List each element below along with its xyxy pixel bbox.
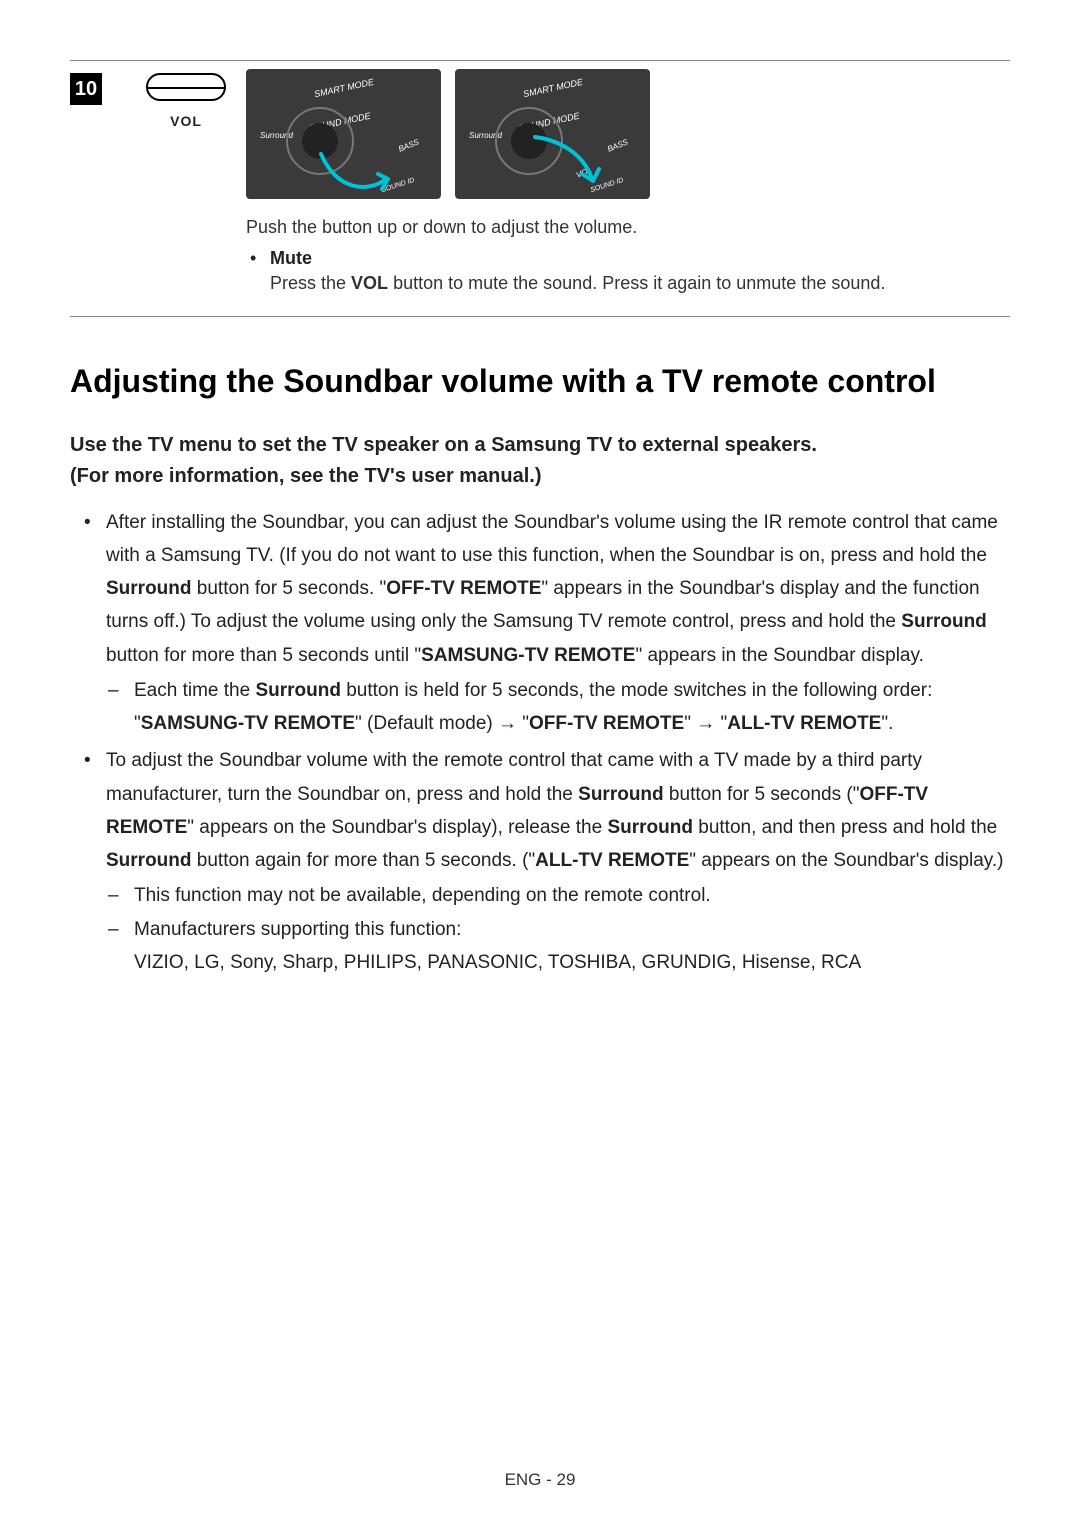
vol-column: VOL [126, 69, 246, 129]
mute-instruction: Press the VOL button to mute the sound. … [246, 269, 1010, 298]
main-list: After installing the Soundbar, you can a… [70, 506, 1010, 980]
page-footer: ENG - 29 [0, 1470, 1080, 1490]
row-10: 10 VOL SMART MODE SOUND MODE Surround BA… [70, 69, 1010, 317]
b1-seg: After installing the Soundbar, you can a… [106, 512, 998, 566]
bullet-2: To adjust the Soundbar volume with the r… [106, 744, 1010, 979]
bullet-2-sublist: This function may not be available, depe… [106, 879, 1010, 979]
bullet-2-sub-2: Manufacturers supporting this function: … [134, 913, 1010, 980]
arrow-down-icon [527, 129, 607, 194]
top-rule [70, 60, 1010, 61]
s1-off: OFF-TV REMOTE [529, 713, 684, 734]
remote-image-down: SMART MODE SOUND MODE Surround BASS VOL … [455, 69, 650, 199]
b2-seg: " appears on the Soundbar's display), re… [187, 817, 607, 838]
s1-seg: ". [881, 713, 893, 734]
b1-surround: Surround [106, 578, 192, 599]
subheading: Use the TV menu to set the TV speaker on… [70, 430, 1010, 492]
b1-surround: Surround [901, 611, 987, 632]
label-smart-mode: SMART MODE [522, 77, 584, 99]
b2-surround: Surround [578, 784, 664, 805]
s1-seg: " [517, 713, 529, 734]
b2-seg: " appears on the Soundbar's display.) [689, 850, 1003, 871]
step-badge-10: 10 [70, 73, 102, 105]
b2-seg: button again for more than 5 seconds. (" [192, 850, 536, 871]
section-title: Adjusting the Soundbar volume with a TV … [70, 363, 1010, 400]
s1-surround: Surround [255, 680, 341, 701]
label-smart-mode: SMART MODE [313, 77, 375, 99]
b2-surround: Surround [607, 817, 693, 838]
vol-label: VOL [126, 113, 246, 129]
s1-seg: Each time the [134, 680, 255, 701]
b1-samsung-tv: SAMSUNG-TV REMOTE [421, 645, 635, 666]
mute-text-vol-bold: VOL [351, 273, 388, 293]
arrow-icon: → [696, 713, 715, 734]
mute-bullet: Mute [246, 248, 1010, 269]
remote-images: SMART MODE SOUND MODE Surround BASS SOUN… [246, 69, 1010, 199]
s1-seg: " [715, 713, 727, 734]
b1-seg: button for 5 seconds. " [192, 578, 387, 599]
s2-line1: Manufacturers supporting this function: [134, 919, 461, 940]
bullet-1-sub-1: Each time the Surround button is held fo… [134, 674, 1010, 741]
label-bass: BASS [397, 137, 420, 153]
b2-all: ALL-TV REMOTE [535, 850, 689, 871]
mute-label: Mute [270, 248, 312, 268]
arrow-up-icon [316, 149, 396, 199]
remote-image-up: SMART MODE SOUND MODE Surround BASS SOUN… [246, 69, 441, 199]
s2-line2: VIZIO, LG, Sony, Sharp, PHILIPS, PANASON… [134, 952, 861, 973]
s1-quote: " [684, 713, 696, 734]
mute-text-post: button to mute the sound. Press it again… [388, 273, 885, 293]
b1-off-tv: OFF-TV REMOTE [386, 578, 541, 599]
vol-button-icon [146, 73, 226, 101]
push-instruction: Push the button up or down to adjust the… [246, 213, 1010, 242]
subhead-line-1: Use the TV menu to set the TV speaker on… [70, 434, 817, 456]
b2-seg: button, and then press and hold the [693, 817, 997, 838]
b1-seg: " appears in the Soundbar display. [635, 645, 923, 666]
row-10-content: SMART MODE SOUND MODE Surround BASS SOUN… [246, 69, 1010, 298]
bullet-2-sub-1: This function may not be available, depe… [134, 879, 1010, 912]
arrow-icon: → [498, 713, 517, 734]
label-bass: BASS [606, 137, 629, 153]
mute-text-pre: Press the [270, 273, 351, 293]
b1-seg: button for more than 5 seconds until " [106, 645, 421, 666]
s1-seg: " (Default mode) [355, 713, 498, 734]
bullet-1-sublist: Each time the Surround button is held fo… [106, 674, 1010, 741]
s1-all: ALL-TV REMOTE [727, 713, 881, 734]
subhead-line-2: (For more information, see the TV's user… [70, 465, 542, 487]
b2-seg: button for 5 seconds (" [664, 784, 860, 805]
bullet-1: After installing the Soundbar, you can a… [106, 506, 1010, 741]
s1-samsung: SAMSUNG-TV REMOTE [141, 713, 355, 734]
b2-surround: Surround [106, 850, 192, 871]
